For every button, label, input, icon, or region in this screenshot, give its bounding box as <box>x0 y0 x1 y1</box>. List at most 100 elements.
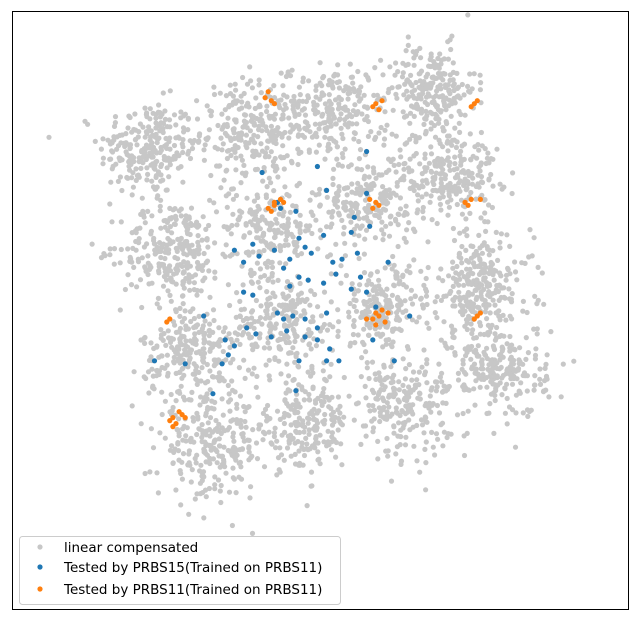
data-point-linear-compensated <box>312 423 318 429</box>
data-point-linear-compensated <box>349 281 355 287</box>
data-point-linear-compensated <box>230 434 236 440</box>
data-point-linear-compensated <box>456 271 462 278</box>
data-point-linear-compensated <box>438 57 444 63</box>
data-point-linear-compensated <box>222 325 228 331</box>
legend-marker-linear-compensated <box>37 544 43 550</box>
data-point-linear-compensated <box>374 269 380 275</box>
data-point-linear-compensated <box>492 373 498 379</box>
data-point-linear-compensated <box>389 411 395 417</box>
data-point-linear-compensated <box>288 122 294 128</box>
data-point-linear-compensated <box>264 242 270 248</box>
data-point-linear-compensated <box>390 385 397 391</box>
data-point-linear-compensated <box>317 186 323 192</box>
data-point-linear-compensated <box>428 83 434 89</box>
data-point-linear-compensated <box>230 211 236 217</box>
data-point-linear-compensated <box>469 364 475 370</box>
data-point-linear-compensated <box>301 429 307 435</box>
data-point-linear-compensated <box>159 389 165 395</box>
data-point-linear-compensated <box>292 113 298 119</box>
data-point-linear-compensated <box>317 432 323 438</box>
data-point-linear-compensated <box>451 237 458 244</box>
data-point-prbs15 <box>407 313 413 319</box>
data-point-linear-compensated <box>430 401 436 407</box>
data-point-linear-compensated <box>176 356 182 362</box>
data-point-linear-compensated <box>460 410 466 417</box>
data-point-linear-compensated <box>211 341 217 347</box>
data-point-linear-compensated <box>256 422 262 428</box>
data-point-linear-compensated <box>238 153 244 159</box>
data-point-linear-compensated <box>373 175 379 181</box>
data-point-linear-compensated <box>203 413 209 419</box>
data-point-prbs15 <box>210 391 216 397</box>
data-point-linear-compensated <box>283 380 289 386</box>
data-point-linear-compensated <box>513 392 520 398</box>
data-point-linear-compensated <box>316 126 322 132</box>
data-point-linear-compensated <box>454 263 460 270</box>
data-point-linear-compensated <box>275 277 281 283</box>
data-point-linear-compensated <box>212 275 218 281</box>
data-point-linear-compensated <box>195 233 201 239</box>
data-point-linear-compensated <box>461 369 467 375</box>
data-point-linear-compensated <box>350 80 356 86</box>
data-point-linear-compensated <box>181 334 187 340</box>
data-point-linear-compensated <box>306 78 312 84</box>
data-point-linear-compensated <box>240 282 246 288</box>
data-point-linear-compensated <box>160 90 166 96</box>
data-point-linear-compensated <box>395 69 401 75</box>
data-point-linear-compensated <box>400 70 406 76</box>
data-point-linear-compensated <box>170 319 177 325</box>
data-point-linear-compensated <box>397 195 403 201</box>
data-point-linear-compensated <box>186 460 192 466</box>
data-point-linear-compensated <box>292 338 298 345</box>
data-point-linear-compensated <box>302 389 308 395</box>
data-point-linear-compensated <box>489 378 495 384</box>
data-point-linear-compensated <box>329 214 335 220</box>
data-point-linear-compensated <box>398 299 404 305</box>
data-point-linear-compensated <box>241 357 247 363</box>
data-point-linear-compensated <box>145 171 151 177</box>
data-point-linear-compensated <box>177 390 183 396</box>
data-point-linear-compensated <box>282 129 288 136</box>
data-point-linear-compensated <box>396 161 402 168</box>
data-point-linear-compensated <box>475 343 481 349</box>
data-point-linear-compensated <box>393 91 399 97</box>
data-point-linear-compensated <box>143 111 149 118</box>
data-point-linear-compensated <box>339 131 345 137</box>
data-point-prbs15 <box>241 259 247 265</box>
data-point-linear-compensated <box>216 370 222 376</box>
data-point-linear-compensated <box>432 174 438 180</box>
data-point-linear-compensated <box>463 353 469 359</box>
data-point-linear-compensated <box>193 363 199 369</box>
data-point-prbs15 <box>314 337 320 343</box>
data-point-linear-compensated <box>380 72 386 78</box>
data-point-linear-compensated <box>302 125 308 131</box>
data-point-linear-compensated <box>206 268 212 274</box>
data-point-linear-compensated <box>113 161 119 167</box>
data-point-linear-compensated <box>308 469 315 475</box>
data-point-linear-compensated <box>410 411 416 417</box>
data-point-linear-compensated <box>296 111 302 117</box>
data-point-linear-compensated <box>372 65 378 71</box>
data-point-linear-compensated <box>440 128 446 134</box>
data-point-linear-compensated <box>199 473 205 479</box>
data-point-linear-compensated <box>484 155 490 161</box>
data-point-linear-compensated <box>331 166 337 172</box>
data-point-linear-compensated <box>223 193 229 199</box>
data-point-linear-compensated <box>225 382 231 389</box>
data-point-prbs15 <box>302 334 308 340</box>
data-point-linear-compensated <box>326 141 332 147</box>
data-point-linear-compensated <box>379 382 385 388</box>
data-point-linear-compensated <box>404 96 410 102</box>
data-point-linear-compensated <box>313 192 319 198</box>
data-point-linear-compensated <box>390 107 396 113</box>
data-point-linear-compensated <box>497 181 503 187</box>
data-point-linear-compensated <box>183 433 189 439</box>
data-point-linear-compensated <box>148 340 154 346</box>
data-point-linear-compensated <box>378 57 384 63</box>
data-point-linear-compensated <box>201 250 207 257</box>
data-point-linear-compensated <box>509 291 515 297</box>
data-point-linear-compensated <box>180 426 186 432</box>
data-point-prbs15 <box>348 286 354 292</box>
data-point-linear-compensated <box>468 321 474 327</box>
data-point-linear-compensated <box>418 106 425 112</box>
